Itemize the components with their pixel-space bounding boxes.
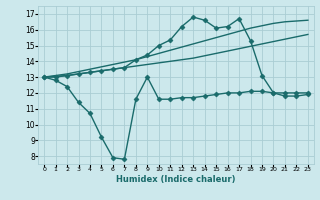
X-axis label: Humidex (Indice chaleur): Humidex (Indice chaleur)	[116, 175, 236, 184]
